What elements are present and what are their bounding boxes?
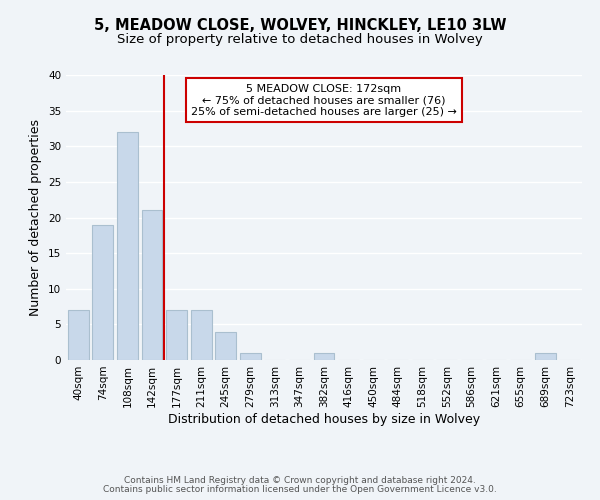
Bar — [166, 310, 187, 360]
Bar — [215, 332, 236, 360]
Bar — [117, 132, 138, 360]
Bar — [535, 353, 556, 360]
Text: 5, MEADOW CLOSE, WOLVEY, HINCKLEY, LE10 3LW: 5, MEADOW CLOSE, WOLVEY, HINCKLEY, LE10 … — [94, 18, 506, 32]
Text: 5 MEADOW CLOSE: 172sqm
← 75% of detached houses are smaller (76)
25% of semi-det: 5 MEADOW CLOSE: 172sqm ← 75% of detached… — [191, 84, 457, 116]
Bar — [92, 224, 113, 360]
Bar — [191, 310, 212, 360]
Bar — [68, 310, 89, 360]
Text: Contains public sector information licensed under the Open Government Licence v3: Contains public sector information licen… — [103, 484, 497, 494]
X-axis label: Distribution of detached houses by size in Wolvey: Distribution of detached houses by size … — [168, 412, 480, 426]
Y-axis label: Number of detached properties: Number of detached properties — [29, 119, 43, 316]
Text: Size of property relative to detached houses in Wolvey: Size of property relative to detached ho… — [117, 32, 483, 46]
Bar — [314, 353, 334, 360]
Bar — [240, 353, 261, 360]
Bar — [142, 210, 163, 360]
Text: Contains HM Land Registry data © Crown copyright and database right 2024.: Contains HM Land Registry data © Crown c… — [124, 476, 476, 485]
